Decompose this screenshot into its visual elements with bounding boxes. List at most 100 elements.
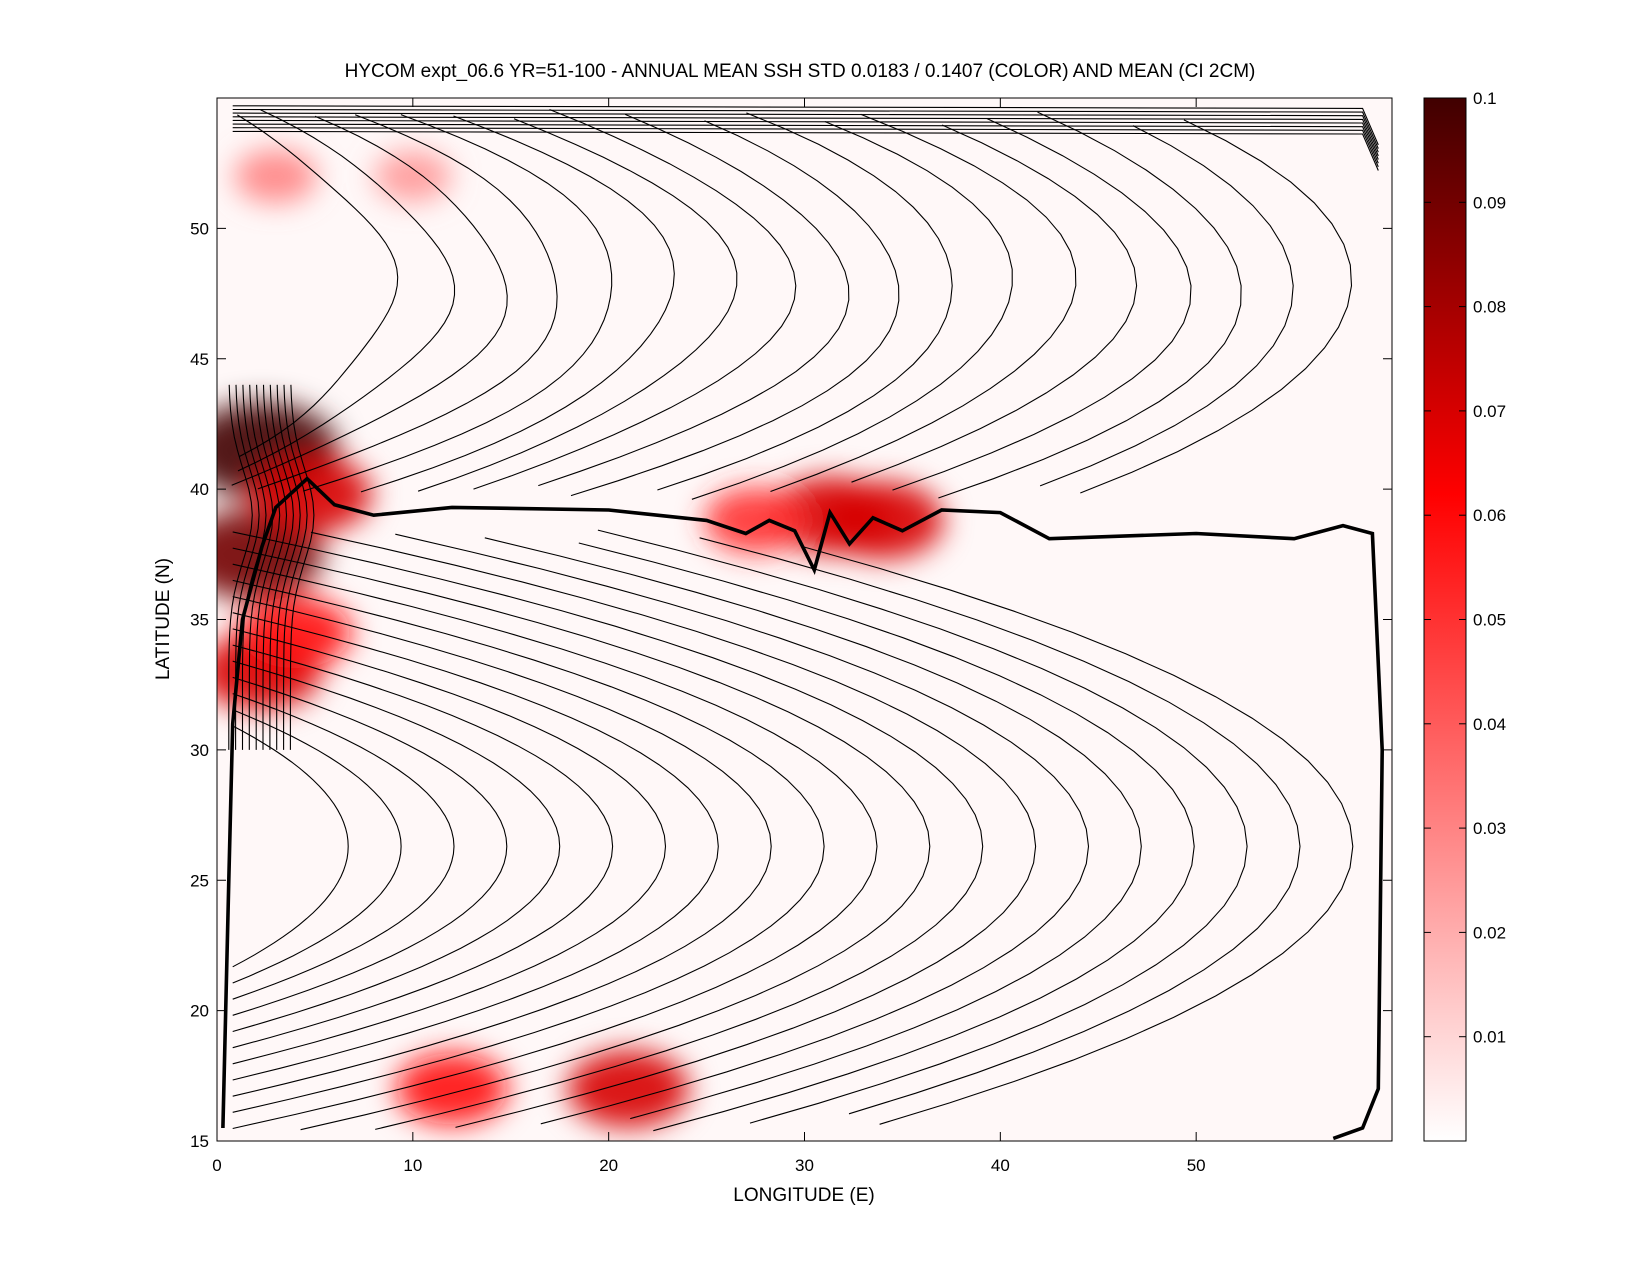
ssh-std-field — [217, 149, 944, 1128]
south-gyre-contour — [232, 676, 508, 1016]
north-gyre-contour — [237, 109, 456, 472]
north-gyre-contour — [417, 118, 738, 492]
boundary-contour — [289, 384, 315, 750]
south-gyre-contour — [310, 531, 1037, 1128]
mean-zero-contour — [221, 476, 1385, 1141]
south-gyre-contour — [484, 537, 1142, 1120]
x-tick-label: 10 — [403, 1156, 422, 1175]
north-boundary-contour — [232, 112, 1379, 153]
y-axis: 15 20 25 30 35 40 45 50 — [190, 219, 1392, 1151]
x-tick-label: 30 — [795, 1156, 814, 1175]
boundary-contour — [228, 384, 253, 750]
north-gyre-contour — [237, 114, 399, 457]
y-axis-title: LATITUDE (N) — [153, 558, 174, 680]
std-hotspot-8 — [396, 1052, 508, 1125]
y-tick-label: 30 — [190, 741, 209, 760]
north-boundary-contour — [232, 119, 1379, 160]
north-gyre-contour — [538, 113, 850, 487]
south-gyre-contour — [232, 531, 984, 1130]
y-tick-label: 35 — [190, 611, 209, 630]
x-tick-label: 50 — [1187, 1156, 1206, 1175]
boundary-contour — [248, 384, 274, 750]
south-gyre-contour — [232, 579, 825, 1113]
north-gyre-contour — [570, 120, 900, 497]
south-gyre-contour — [232, 563, 878, 1130]
colorbar-tick-label: 0.06 — [1473, 506, 1506, 525]
colorbar-tick-label: 0.01 — [1473, 1028, 1506, 1047]
std-hotspot-10 — [234, 149, 317, 204]
y-tick-label: 20 — [190, 1002, 209, 1021]
plot-area: 0 10 20 30 40 50 15 20 25 30 35 40 45 50 — [190, 97, 1393, 1175]
plot-background — [217, 98, 1392, 1141]
boundary-contour — [255, 384, 281, 750]
std-hotspot-4 — [239, 596, 352, 669]
north-boundary-contour — [232, 108, 1379, 149]
y-tick-label: 45 — [190, 350, 209, 369]
north-boundary-contour — [232, 127, 1379, 168]
std-hotspot-11 — [374, 150, 452, 202]
colorbar-tick-label: 0.08 — [1473, 298, 1506, 317]
std-hotspot-9 — [567, 1049, 690, 1128]
colorbar-tick-label: 0.07 — [1473, 402, 1506, 421]
x-tick-label: 40 — [991, 1156, 1010, 1175]
ssh-std-heat-background — [217, 149, 944, 1128]
north-gyre-contour — [257, 114, 558, 490]
colorbar-tick-label: 0.09 — [1473, 193, 1506, 212]
colorbar-tick-label: 0.05 — [1473, 611, 1506, 630]
boundary-contour — [241, 384, 267, 750]
std-hotspot-7 — [704, 487, 807, 554]
north-gyre-contour — [303, 114, 613, 492]
north-gyre-contour — [938, 111, 1242, 499]
x-tick-label: 20 — [599, 1156, 618, 1175]
south-gyre-contour — [578, 542, 1195, 1132]
south-gyre-contour — [232, 644, 614, 1049]
north-boundary-contour — [232, 130, 1379, 171]
north-gyre-contour — [1039, 125, 1294, 487]
colorbar-tick-label: 0.1 — [1473, 89, 1497, 108]
y-tick-label: 15 — [190, 1132, 209, 1151]
north-gyre-contour — [1080, 119, 1353, 494]
south-gyre-contour — [232, 693, 455, 1000]
south-gyre-contour — [699, 537, 1301, 1115]
colorbar-tick-label: 0.04 — [1473, 715, 1506, 734]
x-axis-title: LONGITUDE (E) — [733, 1185, 874, 1206]
south-gyre-contour — [232, 709, 402, 984]
north-gyre-contour — [691, 120, 1013, 500]
north-boundary-contour — [232, 105, 1379, 146]
north-boundary-contour — [232, 116, 1379, 157]
north-gyre-contour — [473, 108, 797, 490]
north-boundary-contour — [232, 123, 1379, 164]
colorbar-tick-label: 0.03 — [1473, 819, 1506, 838]
boundary-contour — [276, 384, 301, 750]
north-gyre-contour — [360, 115, 675, 493]
south-gyre-contour — [232, 660, 561, 1033]
colorbar: 0.01 0.02 0.03 0.04 0.05 0.06 0.07 0.08 0.09 0.1 — [1423, 89, 1506, 1142]
north-gyre-contour — [892, 118, 1192, 491]
south-gyre-contour — [597, 529, 1248, 1124]
south-gyre-contour — [232, 725, 349, 968]
chart-title: HYCOM expt_06.6 YR=51-100 - ANNUAL MEAN … — [345, 61, 1256, 82]
north-gyre-contour — [657, 112, 953, 491]
south-gyre-contour — [395, 533, 1090, 1125]
south-gyre-contour — [232, 612, 719, 1081]
x-axis: 0 10 20 30 40 50 — [212, 98, 1206, 1175]
south-gyre-contour — [232, 628, 667, 1065]
south-gyre-contour — [232, 596, 772, 1097]
north-gyre-contour — [851, 124, 1138, 483]
mean-contours — [221, 105, 1385, 1141]
colorbar-tick-label: 0.02 — [1473, 923, 1506, 942]
boundary-contour — [269, 384, 294, 750]
colorbar-ticks: 0.01 0.02 0.03 0.04 0.05 0.06 0.07 0.08 0.09 0.1 — [1424, 89, 1506, 1047]
south-gyre-contour — [232, 547, 931, 1131]
north-gyre-contour — [770, 113, 1077, 493]
x-tick-label: 0 — [212, 1156, 221, 1175]
north-gyre-contour — [231, 115, 508, 486]
y-tick-label: 25 — [190, 871, 209, 890]
boundary-contour — [283, 384, 308, 750]
south-gyre-contour — [803, 546, 1354, 1125]
boundary-contour — [262, 384, 288, 750]
y-tick-label: 40 — [190, 480, 209, 499]
boundary-contour — [235, 384, 260, 750]
y-tick-label: 50 — [190, 219, 209, 238]
